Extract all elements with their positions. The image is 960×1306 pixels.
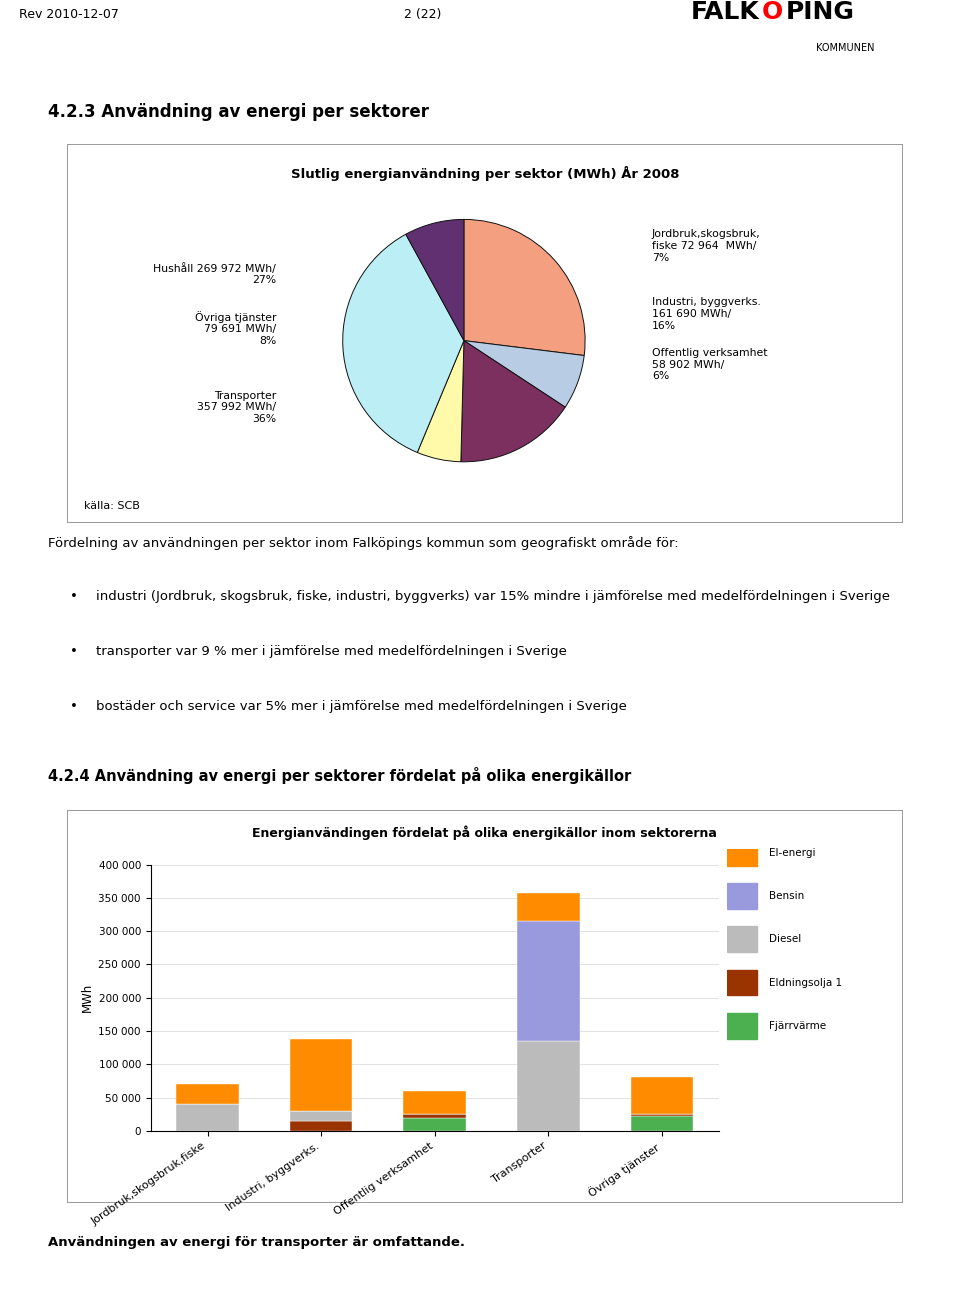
Bar: [517, 892, 580, 921]
Bar: [290, 1121, 352, 1131]
Text: bostäder och service var 5% mer i jämförelse med medelfördelningen i Sverige: bostäder och service var 5% mer i jämför…: [96, 700, 626, 713]
Text: Eldningsolja 1: Eldningsolja 1: [769, 977, 842, 987]
Wedge shape: [461, 341, 565, 462]
Bar: [177, 1084, 239, 1105]
Text: FALK: FALK: [691, 0, 760, 24]
Bar: [631, 1077, 693, 1114]
Text: källa: SCB: källa: SCB: [84, 502, 140, 511]
Bar: [177, 1105, 239, 1131]
Text: 4.2.3 Användning av energi per sektorer: 4.2.3 Användning av energi per sektorer: [48, 103, 429, 121]
Text: Industri, byggverks.
161 690 MWh/
16%: Industri, byggverks. 161 690 MWh/ 16%: [652, 298, 760, 330]
Text: Fjärrvärme: Fjärrvärme: [769, 1020, 826, 1030]
Bar: [403, 1118, 466, 1131]
Bar: [290, 1040, 352, 1111]
FancyBboxPatch shape: [727, 1012, 757, 1038]
Text: 4.2.4 Användning av energi per sektorer fördelat på olika energikällor: 4.2.4 Användning av energi per sektorer …: [48, 767, 632, 785]
Bar: [631, 1114, 693, 1117]
Text: Diesel: Diesel: [769, 934, 801, 944]
Bar: [517, 921, 580, 1041]
Text: industri (Jordbruk, skogsbruk, fiske, industri, byggverks) var 15% mindre i jämf: industri (Jordbruk, skogsbruk, fiske, in…: [96, 590, 890, 603]
Text: Transporter
357 992 MWh/
36%: Transporter 357 992 MWh/ 36%: [197, 390, 276, 424]
Wedge shape: [464, 341, 585, 407]
FancyBboxPatch shape: [727, 840, 757, 866]
Wedge shape: [464, 219, 585, 355]
Text: •: •: [70, 590, 78, 603]
Text: Hushåll 269 972 MWh/
27%: Hushåll 269 972 MWh/ 27%: [154, 263, 276, 285]
Y-axis label: MWh: MWh: [82, 983, 94, 1012]
Text: •: •: [70, 645, 78, 658]
FancyBboxPatch shape: [727, 926, 757, 952]
Text: Fördelning av användningen per sektor inom Falköpings kommun som geografiskt omr: Fördelning av användningen per sektor in…: [48, 535, 679, 550]
Text: Bensin: Bensin: [769, 891, 804, 901]
Text: Energianvändingen fördelat på olika energikällor inom sektorerna: Energianvändingen fördelat på olika ener…: [252, 825, 717, 840]
Text: Övriga tjänster
79 691 MWh/
8%: Övriga tjänster 79 691 MWh/ 8%: [195, 311, 276, 346]
Text: KOMMUNEN: KOMMUNEN: [816, 43, 874, 52]
FancyBboxPatch shape: [727, 883, 757, 909]
Text: Ö: Ö: [761, 0, 782, 24]
Bar: [631, 1117, 693, 1131]
Text: 2 (22): 2 (22): [404, 8, 441, 21]
Text: Rev 2010-12-07: Rev 2010-12-07: [19, 8, 119, 21]
Bar: [290, 1111, 352, 1121]
Bar: [403, 1114, 466, 1118]
Wedge shape: [406, 219, 464, 341]
Text: Offentlig verksamhet
58 902 MWh/
6%: Offentlig verksamhet 58 902 MWh/ 6%: [652, 349, 767, 381]
FancyBboxPatch shape: [727, 969, 757, 995]
Text: Användningen av energi för transporter är omfattande.: Användningen av energi för transporter ä…: [48, 1235, 465, 1249]
Text: •: •: [70, 700, 78, 713]
Text: El-energi: El-energi: [769, 848, 815, 858]
Text: Slutlig energianvändning per sektor (MWh) År 2008: Slutlig energianvändning per sektor (MWh…: [291, 166, 679, 182]
Bar: [403, 1091, 466, 1114]
Text: transporter var 9 % mer i jämförelse med medelfördelningen i Sverige: transporter var 9 % mer i jämförelse med…: [96, 645, 566, 658]
Wedge shape: [343, 234, 464, 452]
Text: Jordbruk,skogsbruk,
fiske 72 964  MWh/
7%: Jordbruk,skogsbruk, fiske 72 964 MWh/ 7%: [652, 230, 760, 263]
Wedge shape: [418, 341, 464, 462]
Text: PING: PING: [785, 0, 854, 24]
Bar: [517, 1041, 580, 1131]
